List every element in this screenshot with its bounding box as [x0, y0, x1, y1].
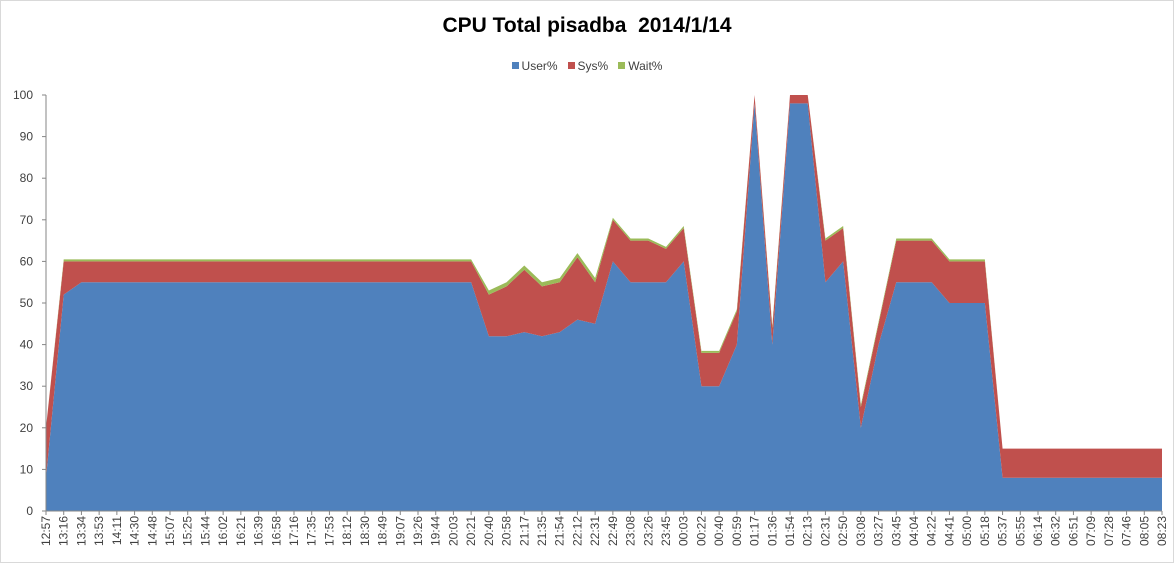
- x-tick-label-49: 04:04: [907, 516, 921, 546]
- x-tick-label-44: 02:31: [818, 516, 832, 546]
- x-tick-label-39: 00:59: [730, 516, 744, 546]
- y-tick-label-0: 0: [26, 504, 33, 518]
- x-tick-label-62: 08:05: [1137, 516, 1151, 546]
- legend-item-2: Wait%: [618, 59, 662, 73]
- x-tick-label-4: 14:11: [110, 516, 124, 545]
- x-tick-label-0: 12:57: [39, 516, 53, 546]
- x-tick-label-33: 23:08: [624, 516, 638, 546]
- x-tick-label-58: 06:51: [1066, 516, 1080, 546]
- y-tick-label-1: 10: [20, 462, 34, 476]
- x-tick-label-34: 23:26: [641, 516, 655, 546]
- x-tick-label-6: 14:48: [145, 516, 159, 546]
- x-tick-label-61: 07:46: [1120, 516, 1134, 546]
- x-tick-label-32: 22:49: [606, 516, 620, 546]
- legend-item-0: User%: [511, 59, 558, 73]
- x-tick-label-5: 14:30: [128, 516, 142, 546]
- x-tick-label-29: 21:54: [553, 516, 567, 546]
- x-tick-label-22: 19:44: [429, 516, 443, 546]
- x-tick-label-53: 05:18: [978, 516, 992, 546]
- x-tick-label-45: 02:50: [836, 516, 850, 546]
- y-tick-label-5: 50: [20, 296, 34, 310]
- x-tick-label-20: 19:07: [393, 516, 407, 546]
- x-tick-label-59: 07:09: [1084, 516, 1098, 546]
- x-tick-label-40: 01:17: [748, 516, 762, 546]
- x-tick-label-35: 23:45: [659, 516, 673, 546]
- x-tick-label-47: 03:27: [872, 516, 886, 546]
- y-tick-label-6: 60: [20, 254, 34, 268]
- x-tick-label-52: 05:00: [960, 516, 974, 546]
- y-tick-label-2: 20: [20, 421, 34, 435]
- x-tick-label-11: 16:21: [234, 516, 248, 546]
- x-tick-label-31: 22:31: [588, 516, 602, 546]
- y-tick-label-8: 80: [20, 171, 34, 185]
- x-tick-label-42: 01:54: [783, 516, 797, 546]
- x-tick-label-55: 05:55: [1013, 516, 1027, 546]
- x-tick-label-18: 18:30: [358, 516, 372, 546]
- y-tick-label-7: 70: [20, 213, 34, 227]
- legend-label-2: Wait%: [628, 59, 663, 73]
- x-tick-label-54: 05:37: [996, 516, 1010, 546]
- x-tick-label-3: 13:53: [92, 516, 106, 546]
- legend-swatch-0: [511, 62, 519, 70]
- x-tick-label-63: 08:23: [1155, 516, 1169, 546]
- y-tick-label-9: 90: [20, 130, 34, 144]
- legend-label-1: Sys%: [577, 59, 609, 73]
- y-tick-label-3: 30: [20, 379, 34, 393]
- x-tick-label-48: 03:45: [889, 516, 903, 546]
- x-tick-label-2: 13:34: [74, 516, 88, 546]
- x-tick-label-16: 17:53: [322, 516, 336, 546]
- x-tick-label-28: 21:35: [535, 516, 549, 546]
- x-tick-label-9: 15:44: [198, 516, 212, 546]
- x-tick-label-13: 16:58: [269, 516, 283, 546]
- x-tick-label-24: 20:21: [464, 516, 478, 546]
- legend: User% Sys% Wait%: [0, 59, 1174, 73]
- x-tick-label-25: 20:40: [482, 516, 496, 546]
- legend-swatch-1: [567, 62, 575, 70]
- x-tick-label-37: 00:22: [694, 516, 708, 546]
- x-tick-label-38: 00:40: [712, 516, 726, 546]
- x-tick-label-7: 15:07: [163, 516, 177, 546]
- x-tick-label-1: 13:16: [57, 516, 71, 546]
- x-tick-label-43: 02:13: [801, 516, 815, 546]
- legend-item-1: Sys%: [567, 59, 609, 73]
- chart-title: CPU Total pisadba 2014/1/14: [442, 14, 732, 37]
- x-tick-label-26: 20:58: [500, 516, 514, 546]
- x-tick-label-17: 18:12: [340, 516, 354, 546]
- x-tick-label-12: 16:39: [252, 516, 266, 546]
- x-tick-label-57: 06:32: [1049, 516, 1063, 546]
- x-tick-label-36: 00:03: [677, 516, 691, 546]
- area-series-1: [46, 95, 1162, 478]
- x-tick-label-50: 04:22: [925, 516, 939, 546]
- area-series-0: [46, 103, 1162, 511]
- x-tick-label-10: 16:02: [216, 516, 230, 546]
- x-tick-label-8: 15:25: [181, 516, 195, 546]
- y-tick-label-4: 40: [20, 338, 34, 352]
- x-tick-label-60: 07:28: [1102, 516, 1116, 546]
- legend-swatch-2: [618, 62, 626, 70]
- x-tick-label-15: 17:35: [305, 516, 319, 546]
- x-tick-label-56: 06:14: [1031, 516, 1045, 546]
- x-tick-label-23: 20:03: [446, 516, 460, 546]
- x-tick-label-51: 04:41: [942, 516, 956, 546]
- legend-label-0: User%: [521, 59, 558, 73]
- x-tick-label-41: 01:36: [765, 516, 779, 546]
- y-tick-label-10: 100: [13, 88, 33, 102]
- x-tick-label-30: 22:12: [570, 516, 584, 546]
- x-tick-label-21: 19:26: [411, 516, 425, 546]
- x-tick-label-27: 21:17: [517, 516, 531, 546]
- x-tick-label-14: 17:16: [287, 516, 301, 546]
- x-tick-label-19: 18:49: [376, 516, 390, 546]
- x-tick-label-46: 03:08: [854, 516, 868, 546]
